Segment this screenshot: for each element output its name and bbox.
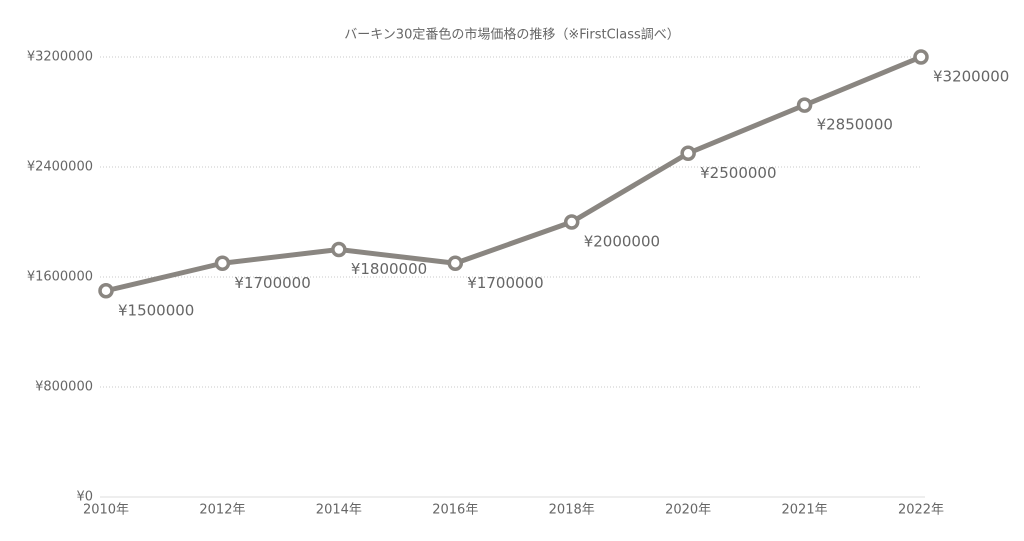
x-tick-label: 2021年 <box>782 503 828 518</box>
point <box>563 214 580 230</box>
y-tick-label: ¥3200000 <box>27 50 93 65</box>
point <box>447 255 464 271</box>
x-tick-label: 2016年 <box>432 503 478 518</box>
y-tick-label: ¥1600000 <box>27 270 93 285</box>
point <box>796 97 813 113</box>
data-label: ¥3200000 <box>933 68 1009 86</box>
x-tick-label: 2022年 <box>898 503 944 518</box>
data-label: ¥1700000 <box>234 274 310 292</box>
x-tick-label: 2020年 <box>665 503 711 518</box>
chart-title: バーキン30定番色の市場価格の推移（※FirstClass調べ） <box>344 27 680 43</box>
point <box>98 283 114 299</box>
x-tick-label: 2014年 <box>316 503 362 518</box>
data-label: ¥2850000 <box>817 116 893 134</box>
y-tick-label: ¥800000 <box>35 380 93 395</box>
x-tick-label: 2012年 <box>199 503 245 518</box>
line <box>105 54 922 294</box>
data-label: ¥2000000 <box>584 233 660 251</box>
y-tick-label: ¥2400000 <box>27 160 93 175</box>
data-label: ¥1700000 <box>467 274 543 292</box>
data-label: ¥1800000 <box>351 260 427 278</box>
y-tick-label: ¥0 <box>76 490 93 505</box>
point <box>331 241 347 258</box>
x-tick-label: 2018年 <box>549 503 595 518</box>
data-label: ¥1500000 <box>118 301 194 319</box>
point <box>913 49 929 65</box>
point <box>680 145 696 161</box>
data-label: ¥2500000 <box>700 164 776 182</box>
point <box>214 255 231 271</box>
x-tick-label: 2010年 <box>83 503 129 518</box>
